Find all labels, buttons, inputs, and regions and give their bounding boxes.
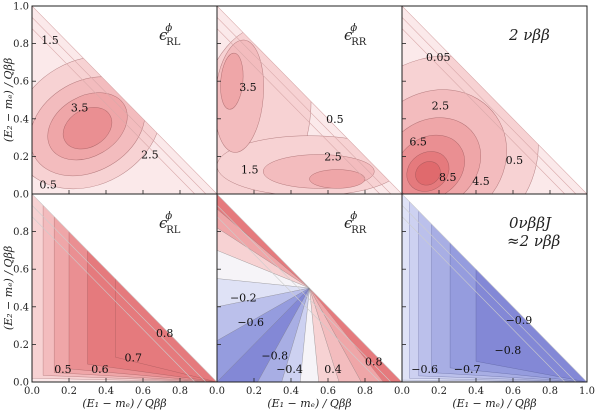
x-tick-label: 0.6 — [320, 386, 336, 397]
x-tick-label: 1.0 — [579, 386, 595, 397]
contour-label: 4.5 — [472, 175, 490, 188]
y-tick-label: 0.4 — [13, 302, 29, 313]
contour-band — [309, 169, 366, 189]
contour-label: 0.5 — [326, 113, 344, 126]
x-tick-label: 0.2 — [246, 386, 262, 397]
x-tick-label: 0.2 — [431, 386, 447, 397]
y-tick-label: 0.2 — [13, 340, 29, 351]
contour-label: −0.6 — [411, 363, 438, 376]
y-tick-label: 0.0 — [13, 378, 29, 389]
contour-label: 8.5 — [439, 171, 457, 184]
y-axis-label: (E₂ − mₑ) / Qββ — [2, 246, 15, 330]
diagonal-lines — [217, 194, 402, 382]
y-tick-label: 0.2 — [13, 152, 29, 163]
contour-label: −0.8 — [495, 344, 522, 357]
panel-label: ϵϕ RL — [159, 23, 181, 48]
y-tick-label: 0.8 — [13, 39, 29, 50]
x-axis-label: (E₁ − mₑ) / Qββ — [452, 397, 536, 410]
x-tick-label: 0.0 — [24, 386, 40, 397]
contour-label: −0.9 — [506, 314, 533, 327]
y-tick-label: 0.0 — [13, 190, 29, 201]
x-axis-label: (E₁ − mₑ) / Qββ — [82, 397, 166, 410]
x-tick-label: 0.8 — [542, 386, 558, 397]
contour-label: 0.5 — [506, 154, 523, 167]
panel-label: ϵϕ RL — [159, 211, 181, 236]
contour-label: 2.5 — [324, 150, 342, 163]
contour-label: −0.8 — [261, 350, 288, 363]
contour-label: 0.8 — [156, 327, 174, 340]
x-tick-label: 0.8 — [357, 386, 373, 397]
panel-label: ϵϕ RR — [344, 23, 367, 48]
contour-label: 2.5 — [432, 100, 450, 113]
contour-label: 2.5 — [141, 149, 159, 162]
contour-label: −0.6 — [237, 316, 264, 329]
y-tick-label: 0.6 — [13, 265, 29, 276]
contour-band — [62, 107, 113, 150]
panel-label: 0νββJ — [509, 214, 552, 232]
contour-fill — [217, 6, 402, 194]
x-tick-label: 0.4 — [98, 386, 114, 397]
panel-label: ϵϕ RR — [344, 211, 367, 236]
contour-label: −0.4 — [276, 363, 303, 376]
panel-label-line2: ≈2 νββ — [507, 232, 561, 250]
contour-label: 0.7 — [125, 352, 143, 365]
contour-label: 1.5 — [241, 164, 258, 177]
diagonal-lines — [402, 6, 587, 194]
contour-label: 6.5 — [409, 135, 427, 148]
diagonal-lines — [217, 6, 402, 194]
x-axis-label: (E₁ − mₑ) / Qββ — [267, 397, 351, 410]
diagonal-lines — [402, 194, 587, 382]
panel-label: 2 νββ — [508, 26, 550, 44]
contour-label: 0.5 — [54, 363, 71, 376]
diagonal-lines — [32, 194, 217, 382]
x-tick-label: 0.8 — [172, 386, 188, 397]
x-tick-label: 0.6 — [505, 386, 521, 397]
contour-label: 0.4 — [324, 363, 342, 376]
x-tick-label: 0.4 — [468, 386, 484, 397]
panel-frame — [401, 193, 588, 383]
contour-label: 3.5 — [239, 81, 257, 94]
x-tick-label: 0.4 — [283, 386, 299, 397]
y-tick-label: 0.6 — [13, 77, 29, 88]
y-tick-label: 0.4 — [13, 114, 29, 125]
contour-band — [415, 161, 441, 186]
y-axis-label: (E₂ − mₑ) / Qββ — [2, 58, 15, 142]
contour-label: −0.2 — [230, 291, 257, 304]
contour-label: 1.5 — [41, 34, 59, 47]
x-tick-label: 0.6 — [135, 386, 151, 397]
contour-label: 0.8 — [365, 355, 383, 368]
contour-label: 0.05 — [426, 51, 451, 64]
x-tick-label: 0.2 — [61, 386, 77, 397]
x-tick-label: 0.0 — [394, 386, 410, 397]
diagonal-lines — [32, 6, 217, 194]
contour-band — [220, 52, 244, 110]
contour-label: −0.7 — [454, 363, 481, 376]
y-tick-label: 1.0 — [13, 2, 29, 13]
contour-label: 0.6 — [91, 363, 109, 376]
y-tick-label: 0.8 — [13, 227, 29, 238]
contour-label: 0.5 — [39, 179, 57, 192]
x-tick-label: 0.0 — [209, 386, 225, 397]
contour-label: 3.5 — [71, 102, 89, 115]
